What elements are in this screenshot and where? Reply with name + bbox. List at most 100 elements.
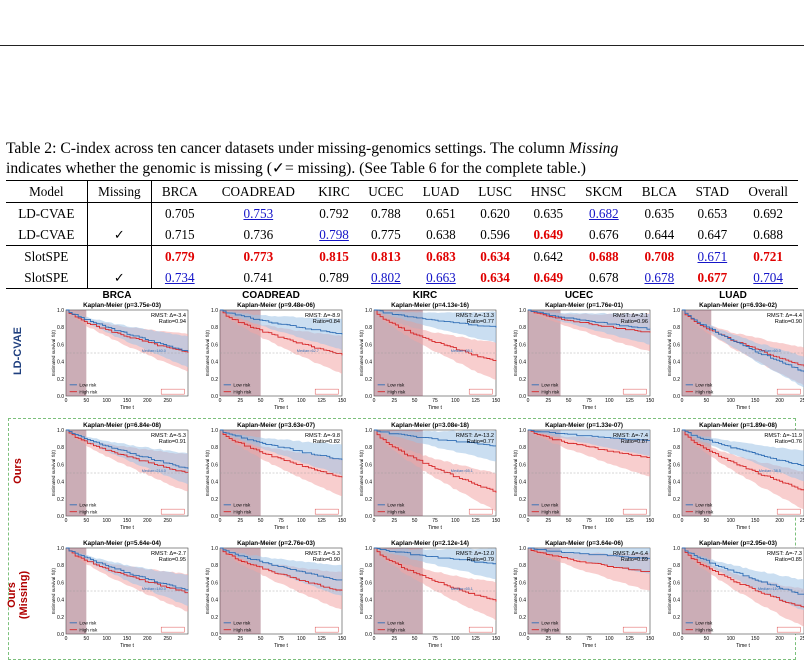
x-tick-label: 150: [338, 636, 347, 642]
x-tick-label: 150: [338, 398, 347, 404]
y-tick-label: 0.4: [519, 480, 526, 486]
rmst-shade: [66, 430, 87, 516]
censor-box: [468, 508, 493, 515]
x-tick-label: 25: [238, 398, 244, 404]
y-tick-label: 1.0: [519, 308, 526, 314]
table-cell: ✓: [87, 224, 153, 246]
x-tick-label: 0: [681, 518, 684, 524]
ratio-label: Ratio=0.90: [313, 557, 340, 563]
y-tick-label: 1.0: [211, 308, 218, 314]
km-panel: Kaplan-Meier (p=9.48e-06) 0.0 0.2 0.4 0.6 0.8…: [204, 302, 347, 411]
median-label: Median=65.1: [451, 469, 473, 473]
x-tick-label: 250: [800, 398, 804, 404]
high-risk-curve: [528, 309, 651, 333]
table-cell: 0.775: [358, 224, 413, 246]
row-label-0: LD-CVAE: [12, 326, 24, 376]
x-tick-label: 50: [84, 636, 90, 642]
y-axis-label: Estimated survival Ŝ(t): [512, 330, 518, 376]
table-cell: 0.634: [468, 267, 522, 289]
table-cell: 0.634: [480, 248, 510, 264]
km-panel: Kaplan-Meier (p=3.63e-07) 0.0 0.2 0.4 0.6 0.8…: [204, 422, 346, 531]
median-label: Median=140.0: [142, 587, 166, 591]
table-cell: 0.802: [358, 267, 413, 289]
x-tick-label: 0: [65, 398, 68, 404]
header-ucec: UCEC: [368, 183, 404, 199]
x-tick-label: 150: [646, 398, 655, 404]
table-cell: 0.721: [753, 248, 783, 264]
caption-line2: indicates whether the genomic is missing…: [6, 160, 586, 177]
y-tick-label: 0.6: [365, 462, 372, 468]
y-tick-label: 0.2: [211, 377, 218, 383]
table-cell: 0.596: [468, 224, 522, 246]
results-table: Model Missing BRCA COADREAD KIRC UCEC LUAD LUSC…: [6, 180, 798, 289]
legend-low-label: Low risk: [695, 502, 713, 507]
x-tick-label: 0: [527, 398, 530, 404]
rmst-shade: [66, 310, 87, 396]
y-axis-label: Estimated survival Ŝ(t): [204, 568, 210, 614]
x-tick-label: 0: [681, 636, 684, 642]
x-axis-label: Time t: [274, 525, 288, 531]
table-caption: Table 2: C-index across ten cancer datas…: [6, 139, 798, 179]
median-label: Median=62.7: [297, 349, 319, 353]
y-tick-label: 1.0: [519, 546, 526, 552]
censor-box: [468, 626, 493, 633]
y-tick-label: 0.2: [211, 497, 218, 503]
y-tick-label: 0.0: [57, 632, 64, 638]
table-cell: 0.671: [697, 248, 728, 264]
low-risk-curve: [374, 429, 496, 447]
y-tick-label: 0.2: [519, 377, 526, 383]
panel-title: Kaplan-Meier (p=2.12e-14): [391, 540, 469, 547]
y-axis-label: Estimated survival Ŝ(t): [50, 330, 56, 376]
x-tick-label: 25: [392, 636, 398, 642]
y-tick-label: 0.0: [365, 632, 372, 638]
table-cell: ✓: [87, 267, 153, 289]
legend-low-label: Low risk: [233, 502, 251, 507]
legend-low-label: Low risk: [541, 382, 559, 387]
high-risk-curve: [682, 547, 804, 609]
x-tick-label: 75: [432, 398, 438, 404]
x-tick-label: 150: [492, 636, 501, 642]
km-panel: Kaplan-Meier (p=3.75e-03) 0.0 0.2 0.4 0.6 0.8…: [50, 302, 189, 411]
column-header-luad: LUAD: [719, 290, 747, 301]
x-tick-label: 100: [727, 398, 736, 404]
censor-box: [160, 626, 185, 633]
header-lusc: LUSC: [478, 183, 512, 199]
row-label-2: Ours (Missing): [6, 570, 30, 620]
rmst-label: RMST: Δ=-13.2: [456, 433, 494, 439]
rmst-shade: [66, 548, 87, 634]
x-axis-label: Time t: [736, 525, 750, 531]
x-tick-label: 50: [412, 398, 418, 404]
panel-title: Kaplan-Meier (p=2.95e-03): [699, 540, 777, 547]
y-tick-label: 0.4: [211, 598, 218, 604]
y-tick-label: 0.2: [519, 497, 526, 503]
legend-low-label: Low risk: [541, 502, 559, 507]
table-cell: 0.688: [738, 224, 798, 246]
x-tick-label: 100: [605, 398, 614, 404]
panel-title: Kaplan-Meier (p=3.64e-06): [545, 540, 623, 547]
x-tick-label: 125: [317, 518, 326, 524]
low-risk-curve: [220, 429, 343, 461]
x-tick-label: 0: [527, 518, 530, 524]
legend-low-label: Low risk: [79, 382, 97, 387]
low-risk-ci: [220, 548, 342, 596]
x-tick-label: 150: [492, 398, 501, 404]
y-tick-label: 0.6: [673, 462, 680, 468]
median-label: Median=65.1: [451, 587, 473, 591]
table-body: LD-CVAE 0.705 0.753 0.792 0.788 0.651 0.620 0.6…: [6, 202, 798, 289]
x-tick-label: 150: [492, 518, 501, 524]
legend-low-label: Low risk: [233, 620, 251, 625]
x-tick-label: 100: [451, 636, 460, 642]
y-tick-label: 0.8: [519, 563, 526, 569]
legend-high-label: High risk: [79, 389, 98, 394]
x-tick-label: 0: [373, 636, 376, 642]
low-risk-ci: [374, 310, 496, 344]
y-tick-label: 0.0: [673, 394, 680, 400]
x-tick-label: 25: [238, 518, 244, 524]
high-risk-curve: [374, 309, 497, 362]
y-tick-label: 0.6: [365, 342, 372, 348]
y-axis-label: Estimated survival Ŝ(t): [512, 568, 518, 614]
y-axis-label: Estimated survival Ŝ(t): [50, 450, 56, 496]
high-risk-curve: [682, 309, 804, 367]
censor-box: [776, 388, 801, 395]
y-tick-label: 0.8: [211, 563, 218, 569]
